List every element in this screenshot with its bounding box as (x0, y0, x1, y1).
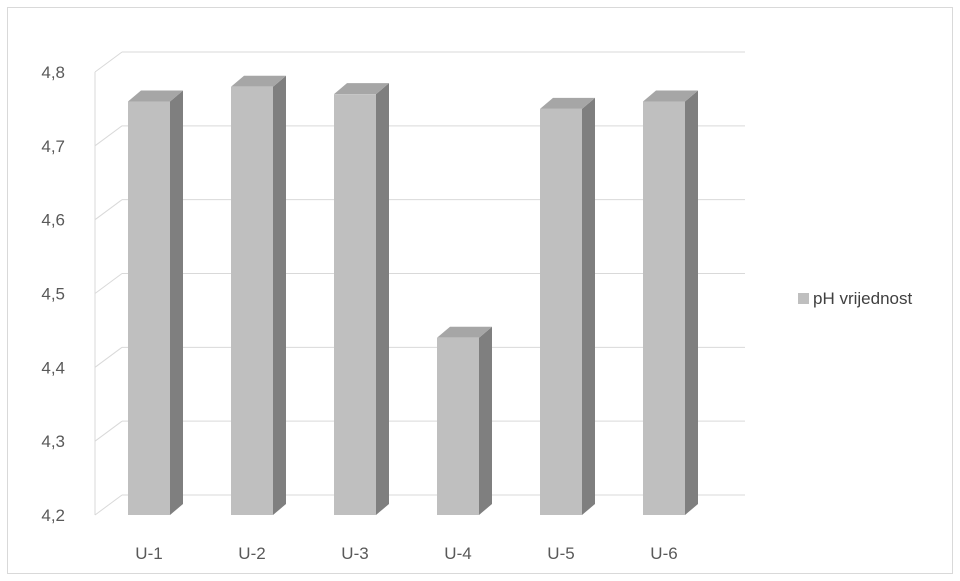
bar-side (685, 90, 698, 516)
bar-top (128, 90, 183, 102)
gridline-side (94, 199, 123, 221)
bar-front (437, 337, 479, 515)
y-axis-ticks: 4,2 4,3 4,4 4,5 4,6 4,7 4,8 (41, 63, 65, 525)
bar (334, 83, 389, 516)
bar-top (540, 97, 595, 109)
bar-front (334, 94, 376, 516)
bar-top (334, 83, 389, 95)
gridline-side (94, 51, 123, 73)
x-axis-ticks: U-1 U-2 U-3 U-4 U-5 U-6 (135, 544, 677, 563)
y-tick-label: 4,8 (41, 63, 65, 82)
x-tick-label: U-1 (135, 544, 162, 563)
y-tick-label: 4,3 (41, 432, 65, 451)
bar-side (170, 90, 183, 516)
bar-side (582, 97, 595, 516)
bar-front (643, 101, 685, 516)
bars (128, 75, 698, 516)
bar-front (540, 108, 582, 516)
legend: pH vrijednost (798, 289, 912, 308)
gridline-side (94, 420, 123, 442)
gridline-side (94, 125, 123, 147)
legend-swatch (798, 293, 809, 304)
x-tick-label: U-2 (238, 544, 265, 563)
bar-top (231, 75, 286, 87)
x-tick-label: U-5 (547, 544, 574, 563)
bar-top (437, 326, 492, 338)
chart-frame (7, 7, 953, 574)
bar-top (643, 90, 698, 102)
bar (540, 97, 595, 516)
x-tick-label: U-4 (444, 544, 471, 563)
bar-side (273, 75, 286, 516)
y-tick-label: 4,7 (41, 137, 65, 156)
x-tick-label: U-3 (341, 544, 368, 563)
legend-label: pH vrijednost (813, 289, 912, 308)
gridline-side (94, 494, 123, 516)
y-tick-label: 4,6 (41, 211, 65, 230)
y-tick-label: 4,5 (41, 285, 65, 304)
y-tick-label: 4,4 (41, 358, 65, 377)
bar (128, 90, 183, 516)
bar (231, 75, 286, 516)
bar-front (128, 101, 170, 516)
gridline-side (94, 346, 123, 368)
bar-side (376, 83, 389, 516)
bar (643, 90, 698, 516)
y-tick-label: 4,2 (41, 506, 65, 525)
bar-front (231, 86, 273, 516)
gridline-side (94, 273, 123, 294)
bar (437, 326, 492, 515)
gridlines (94, 51, 745, 516)
x-tick-label: U-6 (650, 544, 677, 563)
bar-side (479, 326, 492, 515)
